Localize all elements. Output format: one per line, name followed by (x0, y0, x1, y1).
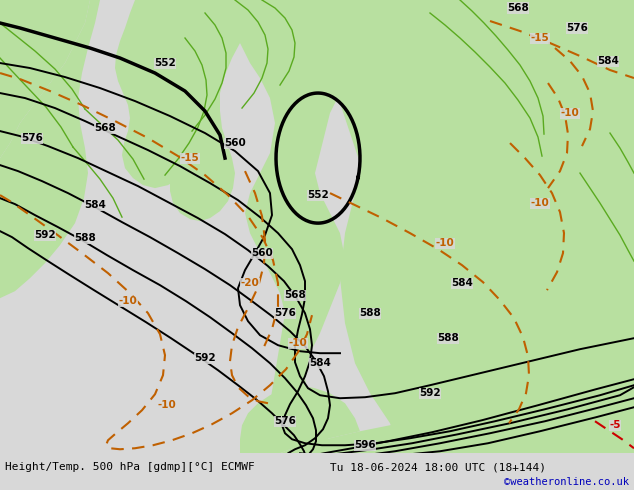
Text: 592: 592 (194, 353, 216, 363)
Polygon shape (240, 385, 360, 453)
Text: 596: 596 (354, 440, 376, 450)
Text: 576: 576 (274, 308, 296, 318)
Text: 588: 588 (74, 233, 96, 243)
Text: 568: 568 (284, 290, 306, 300)
Text: Tu 18-06-2024 18:00 UTC (18+144): Tu 18-06-2024 18:00 UTC (18+144) (330, 463, 546, 472)
Text: 576: 576 (21, 133, 43, 143)
Text: 560: 560 (251, 248, 273, 258)
Polygon shape (0, 0, 90, 158)
Text: ©weatheronline.co.uk: ©weatheronline.co.uk (504, 477, 629, 487)
Text: 552: 552 (307, 190, 329, 200)
Text: -20: -20 (241, 278, 259, 288)
Text: -15: -15 (531, 33, 550, 43)
Text: -5: -5 (609, 420, 621, 430)
Text: -10: -10 (119, 296, 138, 306)
Text: -10: -10 (531, 198, 550, 208)
Polygon shape (115, 0, 220, 188)
Text: Height/Temp. 500 hPa [gdmp][°C] ECMWF: Height/Temp. 500 hPa [gdmp][°C] ECMWF (5, 463, 255, 472)
Text: 588: 588 (359, 308, 381, 318)
Polygon shape (280, 373, 634, 453)
Text: 592: 592 (34, 230, 56, 240)
Polygon shape (283, 175, 298, 193)
Text: 592: 592 (419, 388, 441, 398)
Text: 584: 584 (84, 200, 106, 210)
Text: 588: 588 (437, 333, 459, 343)
Text: 552: 552 (154, 58, 176, 68)
Text: -10: -10 (158, 400, 176, 410)
Polygon shape (295, 183, 320, 213)
Text: 584: 584 (309, 358, 331, 368)
Polygon shape (315, 0, 634, 453)
Text: 584: 584 (451, 278, 473, 288)
Text: 576: 576 (274, 416, 296, 426)
Text: -10: -10 (560, 108, 579, 118)
Polygon shape (160, 0, 260, 221)
Text: -10: -10 (436, 238, 455, 248)
Text: 584: 584 (597, 56, 619, 66)
Text: 560: 560 (224, 138, 246, 148)
Text: 576: 576 (566, 23, 588, 33)
Text: 568: 568 (507, 3, 529, 13)
Text: -10: -10 (288, 338, 307, 348)
Text: 568: 568 (94, 123, 116, 133)
Polygon shape (235, 0, 380, 453)
Polygon shape (0, 0, 100, 298)
Text: -15: -15 (181, 153, 199, 163)
